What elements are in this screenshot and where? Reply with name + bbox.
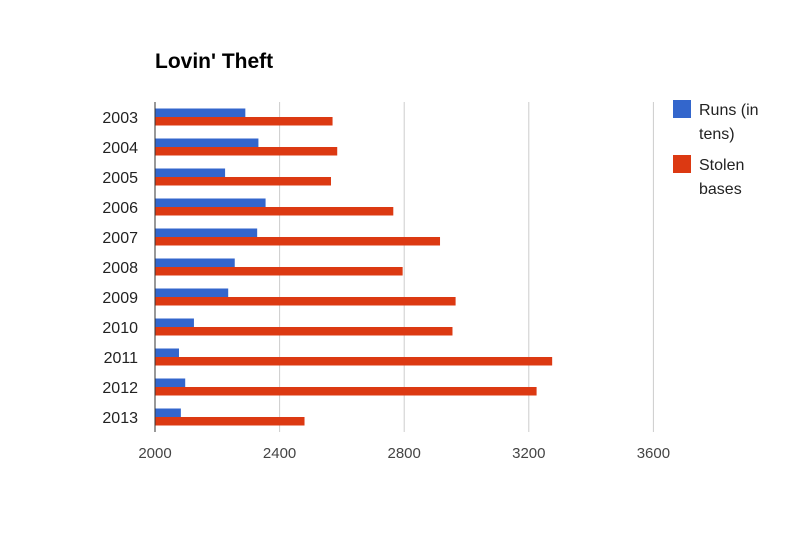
bar-stolen-bases-2010	[155, 327, 453, 336]
x-tick-label-2400: 2400	[263, 445, 296, 462]
x-axis: 2000 2400 2800 3200 3600	[138, 445, 670, 462]
chart-title: Lovin' Theft	[155, 50, 273, 73]
y-tick-label-2003: 2003	[102, 110, 138, 127]
bar-runs-2005	[155, 168, 226, 177]
bar-stolen-bases-2004	[155, 147, 338, 156]
bars	[155, 108, 553, 426]
y-tick-label-2013: 2013	[102, 410, 138, 427]
x-tick-label-2000: 2000	[138, 445, 171, 462]
y-tick-label-2009: 2009	[102, 290, 138, 307]
legend-label-stolen-bases-1: bases	[699, 181, 742, 198]
bar-runs-2009	[155, 288, 229, 297]
bar-stolen-bases-2006	[155, 207, 394, 216]
legend: Runs (in tens) Stolen bases	[673, 100, 759, 198]
y-tick-label-2012: 2012	[102, 380, 138, 397]
legend-swatch-runs	[673, 100, 691, 118]
bar-stolen-bases-2012	[155, 387, 537, 396]
legend-label-runs-1: tens)	[699, 126, 735, 143]
x-tick-label-3600: 3600	[637, 445, 670, 462]
bar-runs-2008	[155, 258, 235, 267]
legend-swatch-stolen-bases	[673, 155, 691, 173]
y-tick-label-2006: 2006	[102, 200, 138, 217]
y-tick-label-2007: 2007	[102, 230, 138, 247]
x-tick-label-3200: 3200	[512, 445, 545, 462]
y-tick-label-2010: 2010	[102, 320, 138, 337]
bar-stolen-bases-2013	[155, 417, 305, 426]
y-tick-label-2004: 2004	[102, 140, 138, 157]
bar-stolen-bases-2007	[155, 237, 441, 246]
bar-runs-2004	[155, 138, 259, 147]
bar-runs-2006	[155, 198, 266, 207]
bar-runs-2010	[155, 318, 194, 327]
bar-stolen-bases-2008	[155, 267, 403, 276]
bar-runs-2003	[155, 108, 246, 117]
y-tick-label-2005: 2005	[102, 170, 138, 187]
x-tick-label-2800: 2800	[388, 445, 421, 462]
bar-runs-2007	[155, 228, 258, 237]
legend-label-runs-0: Runs (in	[699, 102, 759, 119]
bar-stolen-bases-2005	[155, 177, 331, 186]
y-tick-label-2011: 2011	[104, 350, 139, 367]
bar-stolen-bases-2003	[155, 117, 333, 126]
bar-stolen-bases-2011	[155, 357, 553, 366]
bar-stolen-bases-2009	[155, 297, 456, 306]
bar-runs-2012	[155, 378, 186, 387]
bar-runs-2013	[155, 408, 181, 417]
legend-label-stolen-bases-0: Stolen	[699, 157, 744, 174]
y-tick-label-2008: 2008	[102, 260, 138, 277]
y-axis: 2003 2004 2005 2006 2007 2008 2009 2010 2011 2012…	[102, 102, 156, 432]
bar-runs-2011	[155, 348, 179, 357]
